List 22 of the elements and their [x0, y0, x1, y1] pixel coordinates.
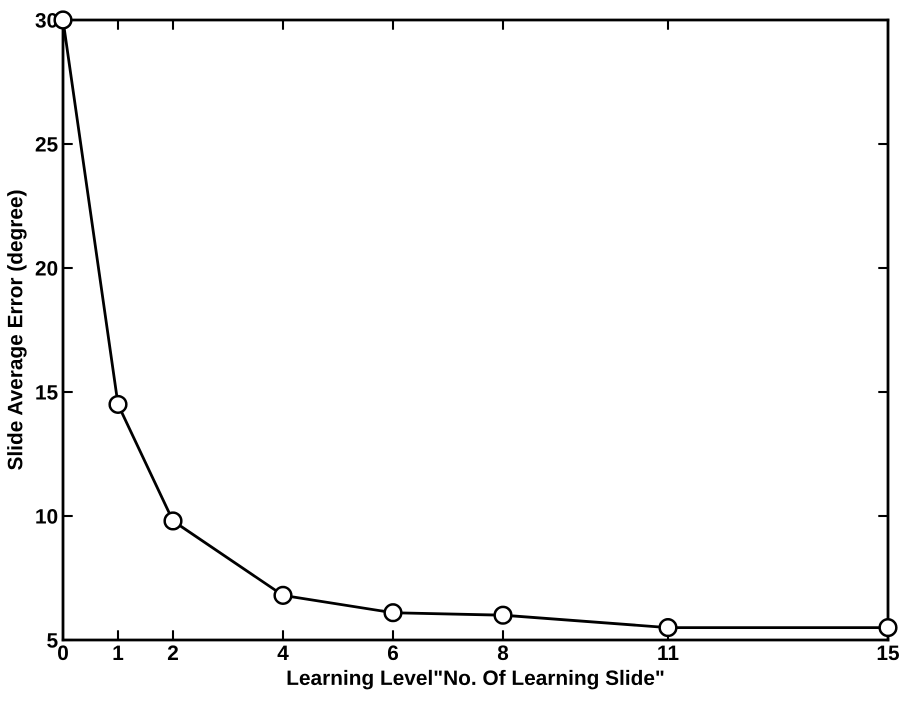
x-tick-label: 11 — [658, 646, 678, 660]
x-tick-label: 2 — [168, 645, 178, 660]
point — [108, 394, 128, 414]
y-tick-label: 5 — [47, 633, 58, 648]
y-tick-label: 10 — [36, 509, 58, 524]
y-tick-label: 25 — [36, 137, 58, 152]
point — [658, 618, 678, 638]
point — [383, 603, 403, 622]
y-axis-title: Slide Average Error (degree) — [7, 190, 27, 470]
point — [163, 511, 183, 531]
x-tick-label: 8 — [498, 645, 508, 660]
y-tick-label: 20 — [36, 261, 58, 276]
y-tick-label: 15 — [36, 385, 58, 400]
x-tick-label: 0 — [58, 645, 68, 660]
point — [878, 618, 898, 638]
point — [273, 586, 293, 605]
x-tick-label: 15 — [878, 646, 899, 660]
point — [493, 606, 513, 625]
x-tick-label: 1 — [114, 646, 124, 660]
x-tick-label: 4 — [278, 646, 289, 660]
x-axis-title: Learning Level"No. Of Learning Slide" — [288, 670, 664, 690]
x-tick-label: 6 — [388, 645, 398, 660]
